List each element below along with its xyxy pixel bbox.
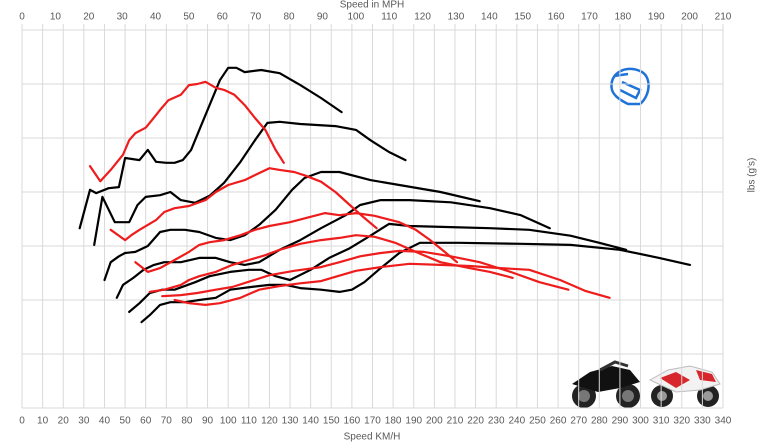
x-tick-label: 250 [529,416,546,427]
series-line [173,262,611,306]
red-bike-image [648,365,721,407]
x2-tick-label: 80 [283,12,295,23]
x-tick-label: 270 [570,416,587,427]
x2-tick-label: 150 [514,12,531,23]
series-line [128,222,628,313]
x-tick-label: 140 [302,416,319,427]
x2-tick-label: 190 [648,12,665,23]
x-tick-label: 240 [508,416,525,427]
series-line [140,241,692,324]
x2-tick-label: 110 [381,12,397,23]
x2-tick-label: 160 [548,12,565,23]
series-line [78,66,343,230]
x2-tick-label: 120 [414,12,431,23]
x-tick-label: 100 [220,416,237,427]
x-tick-label: 180 [385,416,402,427]
x2-tick-label: 70 [250,12,262,23]
series-line [88,80,285,183]
x-tick-label: 130 [282,416,299,427]
x-tick-label: 50 [120,416,132,427]
x-tick-label: 10 [37,416,49,427]
x-tick-label: 220 [467,416,484,427]
x-tick-label: 160 [344,416,361,427]
x2-tick-label: 100 [347,12,364,23]
x2-tick-label: 20 [83,12,95,23]
x-tick-label: 0 [19,416,25,427]
x-tick-label: 150 [323,416,340,427]
x-tick-label: 110 [241,416,257,427]
series-line [93,120,407,246]
x-tick-label: 280 [591,416,608,427]
x2-tick-label: 170 [581,12,598,23]
x2-tick-label: 200 [681,12,698,23]
helmet-icon [610,67,650,106]
x-tick-label: 170 [364,416,381,427]
x2-tick-label: 60 [217,12,229,23]
x2-tick-label: 140 [481,12,498,23]
x-axis-title: Speed KM/H [344,432,401,443]
x-tick-label: 30 [78,416,90,427]
x-tick-label: 330 [694,416,711,427]
x-tick-label: 230 [488,416,505,427]
series-line [134,212,459,273]
x-tick-label: 20 [58,416,70,427]
x-tick-label: 310 [653,416,670,427]
x-tick-label: 120 [261,416,278,427]
x2-tick-label: 40 [150,12,162,23]
x-tick-label: 190 [405,416,422,427]
x-tick-label: 80 [181,416,193,427]
y-axis-title: lbs (g's) [747,158,758,193]
black-bike-image [572,360,640,408]
series-line [161,249,570,298]
series-line [109,167,378,242]
x2-tick-label: 30 [117,12,129,23]
series-line [115,199,551,299]
series-line [103,170,481,282]
x-tick-label: 260 [550,416,567,427]
x2-tick-label: 210 [715,12,732,23]
x2-tick-label: 10 [50,12,62,23]
x-tick-label: 90 [202,416,214,427]
x-tick-label: 60 [140,416,152,427]
x-tick-label: 210 [447,416,464,427]
x2-tick-label: 0 [19,12,25,23]
x-tick-label: 300 [632,416,649,427]
x-tick-label: 320 [673,416,690,427]
x-tick-label: 340 [715,416,732,427]
x2-tick-label: 180 [615,12,632,23]
x2-tick-label: 90 [317,12,329,23]
x-tick-label: 290 [612,416,629,427]
x2-tick-label: 130 [448,12,465,23]
x2-axis-title: Speed in MPH [340,0,404,11]
x-tick-label: 200 [426,416,443,427]
x-tick-label: 70 [161,416,173,427]
series-line [148,234,514,293]
x2-tick-label: 50 [183,12,195,23]
x-tick-label: 40 [99,416,111,427]
